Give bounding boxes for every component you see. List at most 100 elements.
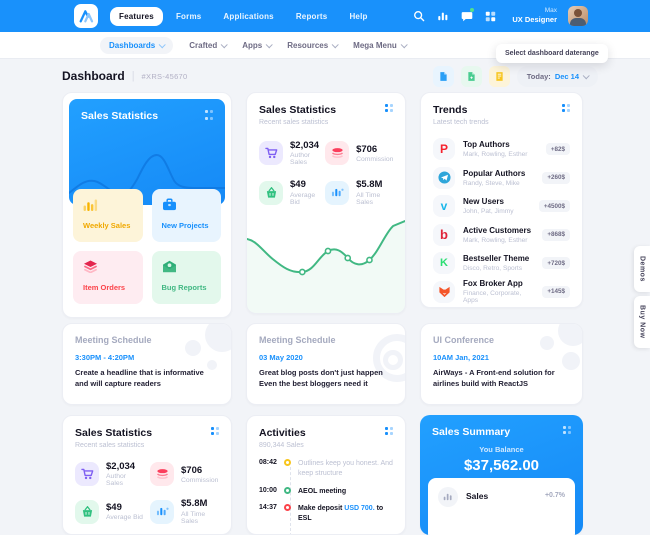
top-nav-help[interactable]: Help [349,11,368,21]
card-subtitle: 890,344 Sales [259,442,304,449]
more-menu-icon[interactable] [562,104,570,112]
telegram-icon [433,166,455,189]
report-file-green-button[interactable] [460,65,482,87]
page-header: Dashboard | #XRS-45670 Today: Dec 14 [62,64,598,88]
demos-tab[interactable]: Demos [634,246,650,292]
top-nav-forms[interactable]: Forms [175,11,202,21]
summary-row-label: Sales [466,491,489,501]
layers-icon [84,260,97,274]
activity-item[interactable]: 14:37 Make deposit USD 700. to ESL [259,504,393,524]
activity-item[interactable]: 10:00 AEOL meeting [259,486,393,497]
conference-time: 10AM Jan, 2021 [433,353,489,362]
daterange-selector[interactable]: Today: Dec 14 [516,65,598,87]
card-title: Sales Statistics [81,110,159,122]
subnav-apps[interactable]: Apps [242,40,273,50]
buy-now-tab[interactable]: Buy Now [634,296,650,348]
balance-value: $37,562.00 [463,457,540,474]
report-file-blue-button[interactable] [432,65,454,87]
status-dot-green [284,486,291,494]
header-actions: Max UX Designer [412,0,588,32]
subnav-crafted-label: Crafted [189,40,218,50]
user-meta: Max UX Designer [512,7,557,25]
activity-item[interactable]: 08:42 Outlines keep you honest. And keep… [259,459,393,479]
today-label: Today: [526,71,551,81]
chevron-down-icon [265,40,273,48]
quick-tiles: Weekly Sales New Projects Item Orders [73,189,221,304]
stat-value: $706 [181,464,203,476]
more-menu-icon[interactable] [563,426,571,434]
trend-item-active-customers[interactable]: b Active Customers Mark, Rowling, Esther… [433,221,570,250]
trend-item-new-users[interactable]: v New Users John, Pat, Jimmy +4500$ [433,192,570,221]
deposit-link[interactable]: USD 700. [344,505,375,513]
search-icon[interactable] [412,10,425,23]
chart-icon [325,180,350,205]
apps-grid-icon[interactable] [484,10,497,23]
top-nav-reports[interactable]: Reports [295,11,328,21]
chevron-down-icon [582,71,590,79]
stat-commission: $706 Commission [325,140,393,166]
top-nav-applications[interactable]: Applications [223,11,274,21]
more-menu-icon[interactable] [205,110,213,122]
trend-item-bestseller-theme[interactable]: K Bestseller Theme Disco, Retro, Sports … [433,249,570,278]
mail-open-icon [162,260,176,273]
activity-timeline: 08:42 Outlines keep you honest. And keep… [259,459,393,534]
trend-name: New Users [463,197,504,207]
trend-item-top-authors[interactable]: P Top Authors Mark, Rowling, Esther +82$ [433,135,570,164]
user-name: Max [544,7,557,15]
report-file-yellow-button[interactable] [488,65,510,87]
page-actions: Today: Dec 14 [432,65,598,87]
app-logo[interactable] [74,4,98,28]
card-title: Trends [433,104,468,116]
layers-icon [150,462,174,487]
tile-weekly-sales[interactable]: Weekly Sales [73,189,143,242]
trend-item-fox-broker-app[interactable]: Fox Broker App Finance, Corporate, Apps … [433,278,570,307]
bar-chart-icon [83,199,98,211]
tile-item-orders[interactable]: Item Orders [73,251,143,304]
top-header: Features Forms Applications Reports Help… [0,0,650,32]
subnav-resources[interactable]: Resources [287,41,339,50]
beats-icon: b [433,223,455,246]
trend-desc: John, Pat, Jimmy [463,208,514,216]
top-nav-features[interactable]: Features [110,6,163,26]
stat-value: $5.8M [356,179,383,191]
subnav-dashboards[interactable]: Dashboards [100,36,174,54]
conference-text: AirWays - A Front-end solution for airli… [433,368,555,388]
stat-value: $2,034 [106,461,136,472]
subnav-apps-label: Apps [242,40,263,50]
more-menu-icon[interactable] [385,427,393,435]
more-menu-icon[interactable] [211,427,219,435]
more-menu-icon[interactable] [385,104,393,112]
subnav-crafted[interactable]: Crafted [189,40,228,50]
activity-time: 10:00 [259,486,277,494]
tile-bug-reports[interactable]: Bug Reports [151,251,221,304]
activity-text: Make deposit USD 700. to ESL [298,505,384,523]
stat-value: $706 [356,143,378,155]
subnav-mega-menu[interactable]: Mega Menu [353,40,408,50]
trend-item-popular-authors[interactable]: Popular Authors Randy, Steve, Mike +260$ [433,164,570,193]
meeting-schedule-card-2: Meeting Schedule 03 May 2020 Great blog … [246,323,406,405]
chart-icon [150,499,174,524]
tile-label: Bug Reports [161,283,207,292]
basket-icon [259,180,283,205]
stats-icon[interactable] [436,10,449,23]
kickstarter-icon: K [433,252,455,275]
messages-icon[interactable] [460,7,475,23]
meeting-time: 3:30PM - 4:20PM [75,353,135,362]
blue-line-chart [69,153,225,196]
stat-label: Average Bid [290,191,316,206]
chevron-down-icon [158,40,166,48]
trend-name: Fox Broker App [463,279,523,289]
cart-icon [259,141,283,166]
summary-row-value: +0.7% [544,492,565,499]
chevron-down-icon [400,40,408,48]
page-code: #XRS-45670 [141,71,188,81]
subnav-dashboards-label: Dashboards [109,40,156,50]
ui-conference-card: UI Conference 10AM Jan, 2021 AirWays - A… [420,323,583,405]
patreon-icon: P [433,138,455,161]
avatar[interactable] [568,6,588,26]
briefcase-icon [162,198,176,211]
sales-summary-card: Sales Summary You Balance $37,562.00 Sal… [420,415,583,535]
sales-statistics-card-2: Sales Statistics Recent sales statistics… [62,415,232,535]
card-subtitle: Latest tech trends [433,119,489,126]
tile-new-projects[interactable]: New Projects [151,189,221,242]
